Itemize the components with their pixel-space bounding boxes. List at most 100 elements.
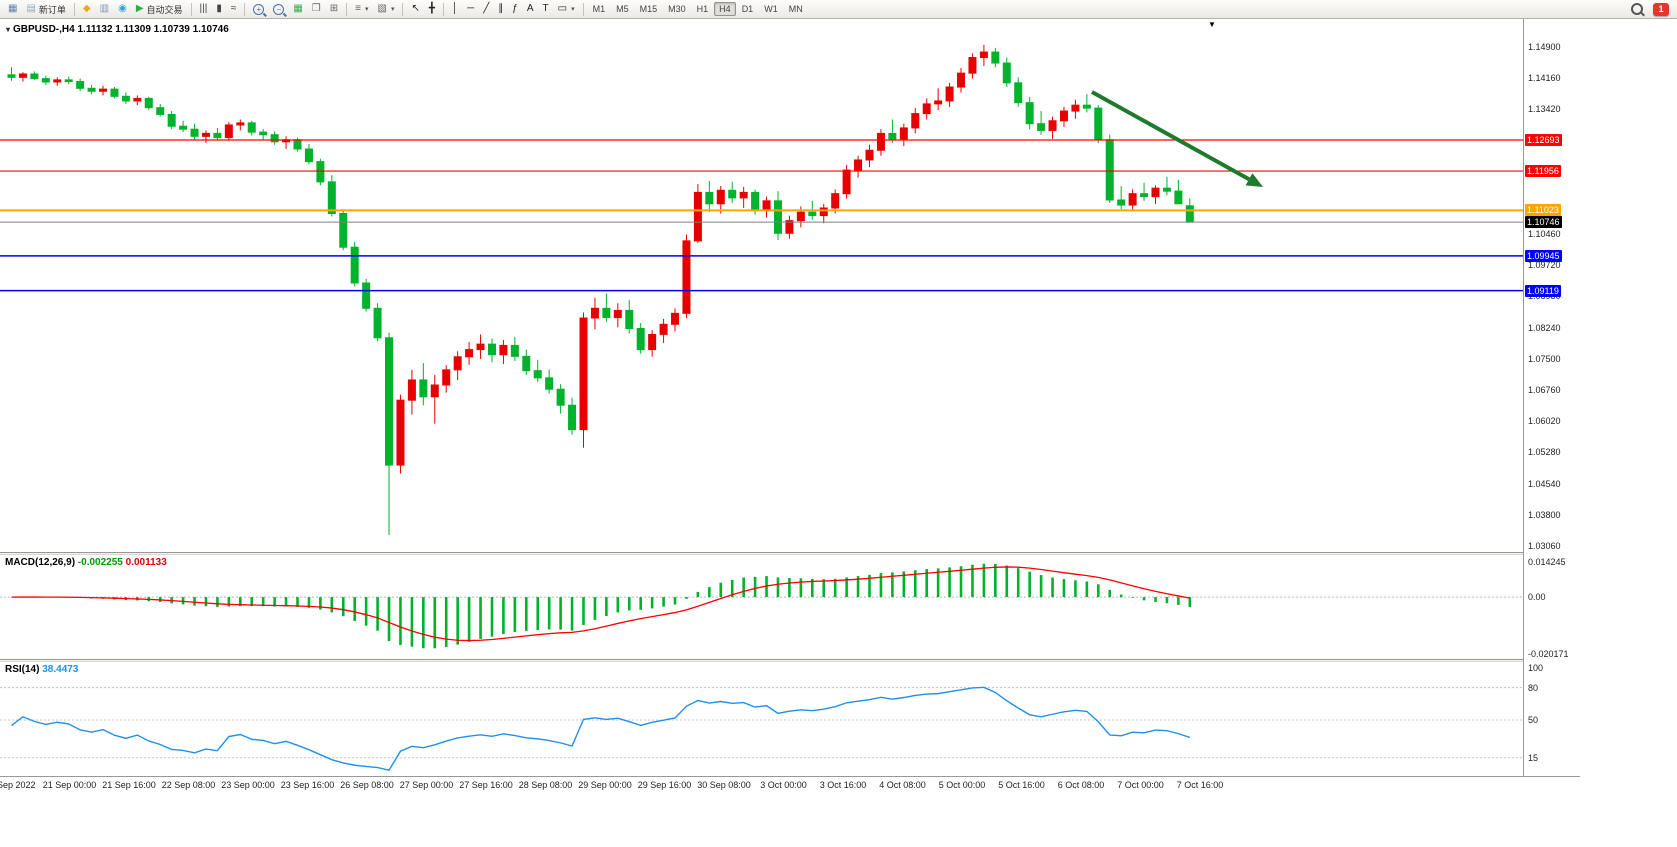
timeframe-h4[interactable]: H4 (714, 2, 736, 16)
candlestick-chart-type-button[interactable]: ▮ (212, 0, 226, 18)
time-axis-label: 3 Oct 16:00 (819, 780, 867, 790)
candle (876, 129, 885, 156)
channel-button[interactable]: ∥ (494, 0, 507, 18)
candle (7, 67, 16, 81)
timeframe-m5[interactable]: M5 (616, 4, 629, 14)
candle (934, 88, 943, 111)
support-line-1-price-label: 1.09945 (1525, 249, 1562, 262)
search-icon[interactable] (1631, 3, 1643, 15)
candle (671, 308, 680, 332)
vertical-line-button[interactable]: │ (448, 0, 462, 18)
trend-arrow[interactable] (1091, 90, 1263, 187)
candle (979, 44, 988, 66)
time-axis-label: 27 Sep 00:00 (399, 780, 454, 790)
candle (545, 369, 554, 394)
templates-button[interactable]: ▧ ▾ (374, 0, 399, 18)
chevron-down-icon: ▾ (571, 6, 575, 13)
new-chart-icon-icon: ▦ (8, 3, 18, 14)
macd-axis-zero: 0.00 (1528, 592, 1546, 602)
toolbar-separator (442, 2, 444, 16)
time-axis-label: 21 Sep 00:00 (42, 780, 97, 790)
candle (350, 241, 359, 287)
horizontal-line-button[interactable]: ─ (463, 0, 478, 18)
rsi-canvas[interactable] (0, 662, 1580, 776)
candle (842, 165, 851, 199)
zoom-in-button[interactable]: + (249, 0, 268, 18)
chart-collapse-icon[interactable]: ▾ (6, 25, 11, 34)
price-axis: 1.149001.141601.134201.104601.097201.089… (1523, 19, 1580, 776)
candle (922, 98, 931, 120)
timeframe-w1[interactable]: W1 (764, 4, 778, 14)
candle (579, 312, 588, 448)
candle (110, 87, 119, 99)
panel-splitter-macd[interactable] (0, 552, 1580, 555)
templates-icon: ▧ (377, 3, 387, 14)
candle (739, 186, 748, 208)
price-axis-label: 1.05280 (1528, 447, 1561, 458)
line-chart-type-button[interactable]: ≈ (227, 0, 241, 18)
candle (590, 297, 599, 330)
candle (236, 119, 245, 131)
candle (430, 374, 439, 424)
time-axis-label: 3 Oct 00:00 (760, 780, 807, 790)
bar-chart-type-button[interactable]: ||| (196, 0, 212, 18)
candle (705, 181, 714, 213)
trendline-button[interactable]: ╱ (479, 0, 493, 18)
candle (396, 394, 405, 474)
time-axis-label: 5 Oct 16:00 (998, 780, 1045, 790)
cursor-button[interactable]: ↖ (407, 0, 423, 18)
new-order-button[interactable]: ▤ 新订单 (22, 0, 69, 18)
candle (201, 130, 210, 144)
time-axis-label: 23 Sep 16:00 (280, 780, 335, 790)
candle (144, 96, 153, 111)
candle (1105, 134, 1114, 203)
timeframe-mn[interactable]: MN (788, 4, 803, 14)
shapes-button[interactable]: ▭ ▾ (554, 0, 579, 18)
candle (64, 76, 73, 85)
cascade-windows-button[interactable]: ❐ (308, 0, 325, 18)
tile-windows-button[interactable]: ▦ (289, 0, 306, 18)
candle (659, 318, 668, 343)
timeframe-d1[interactable]: D1 (741, 4, 754, 14)
price-chart-canvas[interactable] (0, 19, 1523, 552)
charts-profile-button[interactable]: ▥ (96, 0, 113, 18)
indicators-button[interactable]: ≡ ▾ (351, 0, 372, 18)
text-button[interactable]: A (523, 0, 538, 18)
time-axis-label: 26 Sep 08:00 (340, 780, 394, 790)
candle (1117, 186, 1126, 210)
macd-signal-value: 0.001133 (125, 557, 167, 568)
timeframe-m1[interactable]: M1 (592, 4, 606, 14)
timeframe-m15[interactable]: M15 (639, 4, 658, 14)
toolbar-separator (73, 2, 75, 16)
candle (773, 191, 782, 241)
macd-canvas[interactable] (0, 555, 1580, 659)
price-axis-label: 1.10460 (1528, 229, 1561, 240)
autotrading-button[interactable]: ▶ 自动交易 (132, 0, 187, 18)
webinar-button[interactable]: ◉ (114, 0, 131, 18)
tile-windows-icon: ▦ (293, 3, 303, 14)
crosshair-button[interactable]: ╋ (425, 0, 439, 18)
text-label-icon: T (542, 3, 549, 14)
timeframe-m30[interactable]: M30 (668, 4, 686, 14)
text-label-button[interactable]: T (539, 0, 553, 18)
time-axis-label: 7 Oct 16:00 (1176, 780, 1224, 790)
panel-splitter-rsi[interactable] (0, 659, 1580, 662)
new-order-icon: ▤ (26, 3, 36, 14)
candle (1140, 182, 1149, 201)
toolbar-items: ▦ ▤ 新订单 ◆ ▥ ◉ ▶ 自动交易 ||| ▮ ≈ + − ▦ ❐ ⊞ ≡ ▾ ▧ ▾ ↖ ╋ │ ─ ╱ ∥ ƒ A T ▭ ▾ (4, 0, 587, 18)
zoom-out-button[interactable]: − (269, 0, 288, 18)
metaquotes-market-button[interactable]: ◆ (79, 0, 95, 18)
horizontal-line-icon: ─ (467, 3, 475, 14)
notification-badge[interactable]: 1 (1653, 2, 1669, 16)
candle (899, 123, 908, 147)
fibonacci-button[interactable]: ƒ (508, 0, 522, 18)
arrange-windows-button[interactable]: ⊞ (326, 0, 342, 18)
candle (1128, 189, 1137, 212)
price-axis-label: 1.14900 (1528, 42, 1561, 52)
chart-shift-marker[interactable]: ▼ (1208, 20, 1216, 29)
time-axis-label: 22 Sep 08:00 (161, 780, 216, 790)
candle (716, 186, 725, 214)
candle (613, 303, 622, 328)
timeframe-h1[interactable]: H1 (696, 4, 709, 14)
